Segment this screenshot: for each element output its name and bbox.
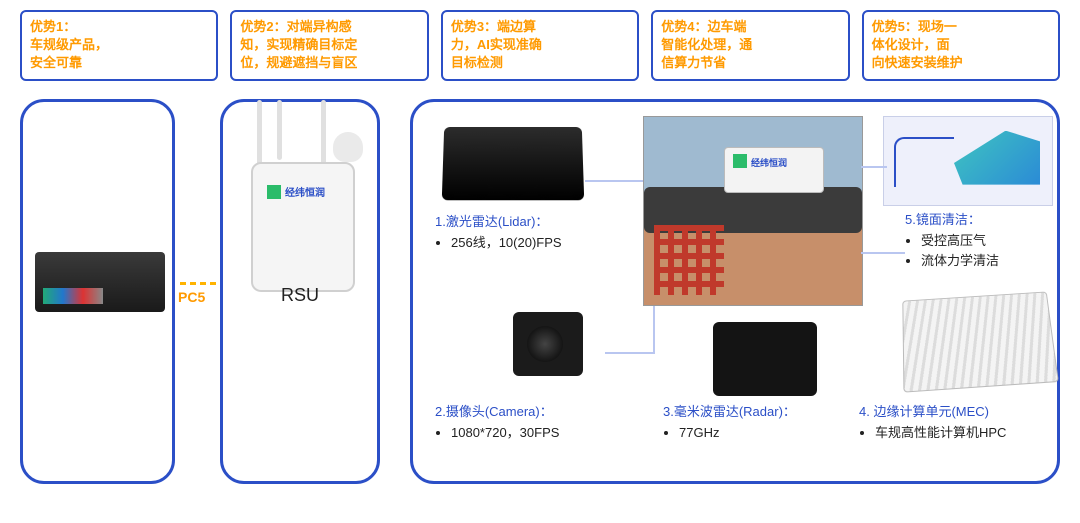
spec-radar: 3.毫米波雷达(Radar)： 77GHz [663,402,853,443]
spec-heading: 1.激光雷达(Lidar)： [435,212,615,232]
antenna-icon [257,100,262,170]
spec-camera: 2.摄像头(Camera)： 1080*720，30FPS [435,402,625,443]
spec-clean: 5.镜面清洁： 受控高压气 流体力学清洁 [905,210,1065,271]
spec-heading: 2.摄像头(Camera)： [435,402,625,422]
lidar-device-icon [443,126,583,200]
advantage-3: 优势3：端边算力，AI实现准确目标检测 [441,10,639,81]
advantage-5: 优势5：现场一体化设计，面向快速安装维护 [862,10,1060,81]
mounted-device-icon: 经纬恒润 [724,147,824,193]
advantage-1: 优势1：车规级产品，安全可靠 [20,10,218,81]
logo-icon: 经纬恒润 [267,182,343,202]
pc5-link-line [180,282,216,285]
connector-line [653,306,655,354]
panel-rsu: 经纬恒润 RSU [220,99,380,484]
rsu-device-icon: 经纬恒润 [251,162,355,292]
advantages-row: 优势1：车规级产品，安全可靠 优势2：对端异构感知，实现精确目标定位，规避遮挡与… [0,0,1080,81]
connector-line [861,252,905,254]
spec-item: 车规高性能计算机HPC [875,423,1059,443]
camera-device-icon [513,312,603,390]
spec-mec: 4. 边缘计算单元(MEC) 车规高性能计算机HPC [859,402,1059,443]
field-photo: 经纬恒润 [643,116,863,306]
spec-item: 受控高压气 [921,231,1065,251]
antenna-icon [277,100,282,160]
spec-lidar: 1.激光雷达(Lidar)： 256线，10(20)FPS [435,212,615,253]
spec-item: 1080*720，30FPS [451,423,625,443]
radar-device-icon [713,322,823,402]
crane-icon [654,225,724,295]
mec-device-icon [903,292,1053,388]
connector-line [585,180,643,182]
panel-pcs [20,99,175,484]
rsu-label: RSU [223,285,377,306]
spec-item: 77GHz [679,423,853,443]
cleaning-device-icon [883,116,1053,206]
antenna-icon [321,100,326,170]
spec-heading: 4. 边缘计算单元(MEC) [859,402,1059,422]
connector-line [861,166,887,168]
advantage-4: 优势4：边车端智能化处理，通信算力节省 [651,10,849,81]
main-diagram: PC5 经纬恒润 RSU 经纬恒润 [0,89,1080,519]
spec-item: 256线，10(20)FPS [451,233,615,253]
pcs-device-icon [35,252,165,312]
panel-sensors: 经纬恒润 1.激光雷达(Lidar)： 256线，10(20)FPS 2.摄像头… [410,99,1060,484]
spec-item: 流体力学清洁 [921,251,1065,271]
spec-heading: 3.毫米波雷达(Radar)： [663,402,853,422]
gnss-dome-icon [333,132,363,162]
advantage-2: 优势2：对端异构感知，实现精确目标定位，规避遮挡与盲区 [230,10,428,81]
pc5-link-label: PC5 [178,289,205,305]
spec-heading: 5.镜面清洁： [905,210,1065,230]
connector-line [605,352,655,354]
